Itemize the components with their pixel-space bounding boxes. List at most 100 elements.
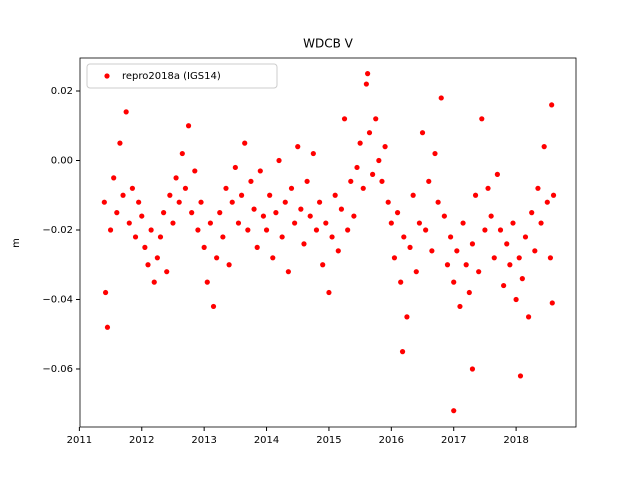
point (366, 130, 373, 136)
point (451, 408, 457, 414)
y-tick-label: −0.02 (42, 225, 73, 236)
point (304, 178, 310, 184)
y-tick-label: −0.04 (42, 294, 73, 305)
point (136, 199, 142, 205)
point (338, 206, 345, 212)
point (182, 185, 189, 191)
point (207, 220, 213, 226)
point (388, 220, 394, 226)
x-tick-label: 2013 (191, 435, 216, 446)
point (167, 192, 173, 198)
point (217, 210, 223, 216)
point (491, 255, 497, 261)
point (365, 71, 371, 77)
x-tick-label: 2016 (379, 435, 404, 446)
x-tick-label: 2017 (441, 435, 466, 446)
point (326, 289, 332, 296)
point (385, 199, 391, 205)
point (151, 279, 157, 285)
point (195, 227, 201, 233)
point (472, 192, 479, 198)
x-tick-label: 2015 (316, 435, 341, 446)
point (323, 220, 329, 226)
point (413, 269, 419, 275)
point (532, 248, 538, 254)
point (351, 213, 357, 219)
point (257, 168, 263, 174)
point (529, 210, 535, 216)
point (419, 130, 426, 136)
x-tick-label: 2012 (129, 435, 154, 446)
point (549, 102, 555, 108)
point (432, 150, 438, 157)
point (301, 241, 307, 247)
point (423, 227, 429, 233)
point (547, 255, 554, 261)
point (404, 314, 410, 320)
point (479, 116, 485, 122)
point (354, 164, 360, 171)
point (235, 220, 242, 226)
point (329, 234, 335, 240)
point (229, 199, 235, 205)
point (126, 220, 132, 226)
point (132, 234, 139, 240)
point (360, 185, 366, 191)
point (148, 227, 154, 233)
point (535, 185, 541, 191)
point (282, 199, 288, 205)
point (376, 157, 382, 164)
point (223, 185, 229, 191)
point (335, 248, 341, 254)
point (120, 192, 126, 198)
point (544, 199, 550, 205)
point (210, 303, 217, 310)
point (466, 289, 472, 296)
point (161, 210, 167, 216)
point (204, 279, 210, 285)
point (145, 262, 151, 268)
point (316, 199, 323, 205)
point (438, 95, 444, 101)
y-tick-label: 0.02 (51, 86, 73, 97)
point (242, 140, 248, 146)
point (541, 144, 547, 150)
point (139, 213, 145, 219)
point (332, 192, 338, 198)
point (102, 289, 109, 296)
point (114, 210, 120, 216)
point (320, 262, 326, 268)
y-tick-label: −0.06 (42, 364, 73, 375)
point (189, 210, 195, 216)
point (341, 116, 348, 122)
point (429, 248, 435, 254)
point (373, 116, 379, 122)
point (273, 210, 279, 216)
point (104, 324, 111, 330)
point (482, 227, 488, 233)
point (164, 269, 170, 275)
point (226, 262, 232, 268)
point (173, 175, 179, 181)
point (129, 185, 136, 191)
point (267, 192, 273, 198)
point (513, 296, 519, 303)
plot-frame (79, 57, 577, 428)
point (394, 210, 401, 216)
point (101, 199, 107, 205)
point (245, 227, 251, 233)
point (460, 220, 466, 226)
point (295, 144, 301, 150)
point (426, 178, 432, 184)
point (310, 150, 316, 157)
x-tick-label: 2011 (67, 435, 92, 446)
point (391, 255, 398, 261)
point (382, 144, 388, 150)
point (398, 279, 404, 285)
point (451, 279, 457, 285)
x-tick-label: 2018 (503, 435, 528, 446)
point (485, 185, 491, 191)
point (198, 199, 204, 205)
legend-marker (104, 73, 110, 79)
